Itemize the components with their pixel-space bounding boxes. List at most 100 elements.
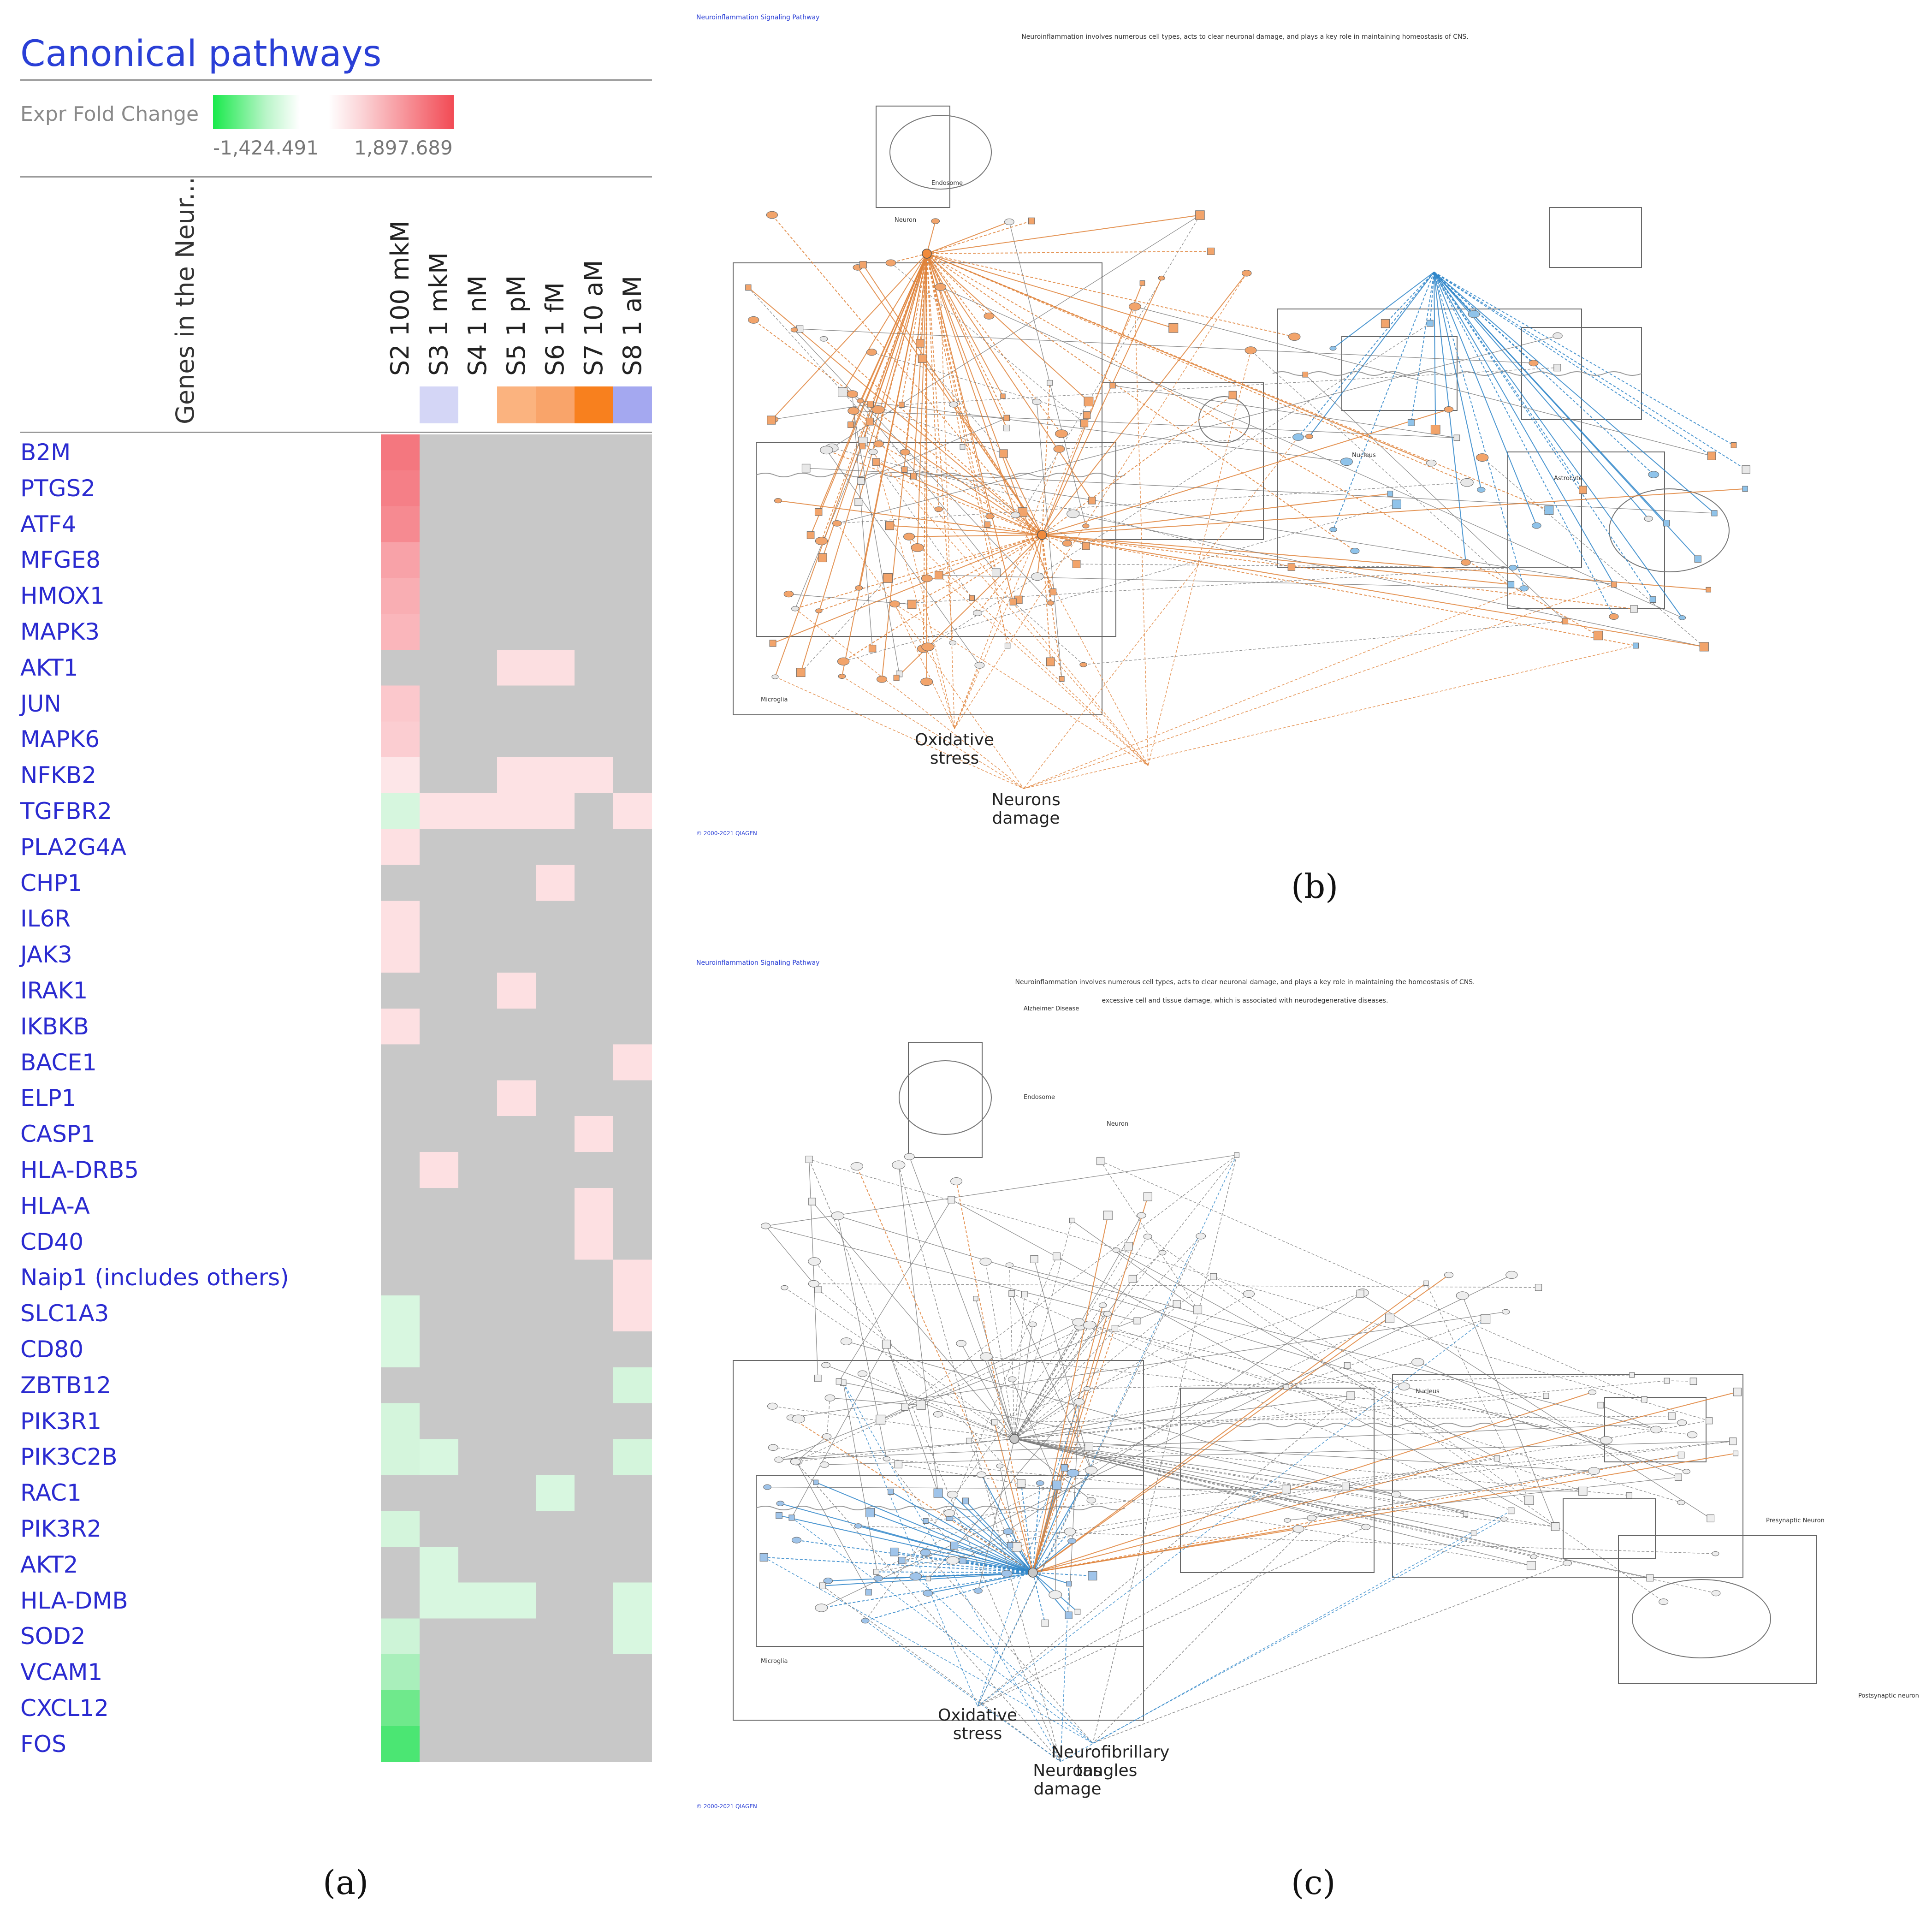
heatmap-cell bbox=[536, 865, 575, 901]
gene-label[interactable]: CD80 bbox=[20, 1336, 84, 1363]
pathway-node bbox=[1626, 1492, 1632, 1499]
gene-label[interactable]: PLA2G4A bbox=[20, 833, 126, 861]
gene-label[interactable]: PTGS2 bbox=[20, 475, 95, 502]
gene-label[interactable]: RAC1 bbox=[20, 1479, 82, 1507]
pathway-node bbox=[918, 354, 927, 363]
pathway-node bbox=[1036, 1480, 1044, 1486]
heatmap-cell bbox=[497, 865, 536, 901]
heatmap-cell bbox=[613, 1690, 652, 1727]
pathway-node bbox=[808, 1198, 816, 1205]
heatmap-cell bbox=[381, 506, 420, 542]
pathway-node bbox=[1302, 371, 1309, 378]
pathway-node bbox=[790, 327, 798, 333]
compartment-box bbox=[876, 106, 950, 208]
pathway-edge bbox=[1023, 584, 1614, 789]
pathway-edge bbox=[880, 1322, 1079, 1420]
pathway-node bbox=[1305, 433, 1313, 439]
gene-label[interactable]: VCAM1 bbox=[20, 1659, 103, 1686]
gene-label[interactable]: TGFBR2 bbox=[20, 798, 112, 825]
gene-label[interactable]: PIK3C2B bbox=[20, 1443, 118, 1471]
pathway-node bbox=[871, 405, 885, 414]
pathway-node bbox=[1629, 1372, 1635, 1378]
pathway-node bbox=[776, 1501, 785, 1507]
gene-label[interactable]: IL6R bbox=[20, 905, 71, 932]
pathway-node bbox=[808, 1280, 819, 1288]
pathway-node bbox=[1103, 1311, 1112, 1317]
pathway-node bbox=[1494, 1455, 1500, 1462]
heatmap-cell bbox=[575, 614, 613, 650]
heatmap-cell bbox=[536, 649, 575, 686]
pathway-edge bbox=[895, 567, 1513, 605]
pathway-edge bbox=[1087, 1374, 1632, 1389]
pathway-edge bbox=[1434, 272, 1734, 446]
gene-label[interactable]: HLA-DRB5 bbox=[20, 1157, 139, 1183]
network-c-footer: © 2000-2021 QIAGEN bbox=[696, 1803, 757, 1810]
pathway-edge bbox=[1385, 272, 1434, 324]
gene-label[interactable]: HLA-A bbox=[20, 1192, 90, 1219]
heatmap-cell bbox=[536, 1044, 575, 1081]
heatmap-cell bbox=[613, 649, 652, 686]
heatmap-cell bbox=[575, 865, 613, 901]
gene-label[interactable]: NFKB2 bbox=[20, 762, 97, 789]
gene-label[interactable]: CXCL12 bbox=[20, 1695, 109, 1722]
heatmap-cell bbox=[458, 973, 497, 1009]
pathway-edge bbox=[1434, 272, 1712, 457]
gene-label[interactable]: PIK3R2 bbox=[20, 1515, 102, 1542]
gene-label[interactable]: SLC1A3 bbox=[20, 1300, 109, 1327]
gene-label[interactable]: B2M bbox=[20, 439, 71, 466]
gene-label[interactable]: CHP1 bbox=[20, 869, 83, 897]
pathway-edge bbox=[765, 1225, 1138, 1321]
pathway-edge bbox=[826, 450, 980, 665]
pathway-node bbox=[1001, 1570, 1013, 1578]
gene-label[interactable]: ATF4 bbox=[20, 511, 77, 538]
gene-label[interactable]: PIK3R1 bbox=[20, 1407, 102, 1435]
heatmap-cell bbox=[575, 1403, 613, 1439]
compartment-box bbox=[733, 262, 1102, 715]
pathway-edge bbox=[1023, 645, 1636, 789]
gene-label[interactable]: AKT2 bbox=[20, 1551, 78, 1578]
gene-label[interactable]: HLA-DMB bbox=[20, 1587, 128, 1614]
pathway-node bbox=[966, 1437, 972, 1444]
pathway-edge bbox=[898, 1464, 1531, 1566]
gene-label[interactable]: JAK3 bbox=[20, 941, 72, 968]
pathway-edge bbox=[977, 534, 1043, 613]
gene-label[interactable]: MAPK3 bbox=[20, 618, 100, 645]
pathway-node bbox=[783, 590, 794, 598]
heatmap-cell bbox=[536, 1116, 575, 1152]
pathway-edge bbox=[1060, 1510, 1511, 1762]
gene-label[interactable]: JUN bbox=[20, 690, 61, 717]
gene-label[interactable]: Naip1 (includes others) bbox=[20, 1264, 289, 1291]
heatmap-cell bbox=[613, 1152, 652, 1188]
heatmap-cell bbox=[613, 1546, 652, 1583]
gene-label[interactable]: HMOX1 bbox=[20, 582, 105, 610]
pathway-node bbox=[888, 1488, 894, 1495]
gene-label[interactable]: FOS bbox=[20, 1730, 66, 1758]
pathway-node bbox=[1481, 1314, 1491, 1324]
pathway-node bbox=[1507, 581, 1515, 588]
pathway-edge bbox=[994, 1422, 1033, 1573]
pathway-edge bbox=[791, 1517, 1093, 1744]
pathway-node bbox=[1137, 1212, 1146, 1219]
pathway-node bbox=[1731, 442, 1737, 448]
gene-label[interactable]: CASP1 bbox=[20, 1121, 95, 1148]
pathway-node bbox=[1128, 302, 1141, 311]
pathway-node bbox=[748, 316, 759, 324]
pathway-edge bbox=[1434, 272, 1466, 563]
gene-label[interactable]: SOD2 bbox=[20, 1623, 86, 1650]
gene-label[interactable]: IKBKB bbox=[20, 1013, 89, 1040]
gene-label[interactable]: MAPK6 bbox=[20, 726, 100, 753]
pathway-node bbox=[859, 261, 867, 268]
heatmap-cell bbox=[613, 1295, 652, 1332]
gene-label[interactable]: CD40 bbox=[20, 1228, 84, 1255]
gene-label[interactable]: BACE1 bbox=[20, 1049, 97, 1076]
pathway-node bbox=[1468, 310, 1480, 318]
heatmap-cell bbox=[613, 721, 652, 758]
gene-label[interactable]: MFGE8 bbox=[20, 546, 101, 574]
pathway-node bbox=[1649, 596, 1656, 603]
gene-label[interactable]: IRAK1 bbox=[20, 977, 88, 1004]
gene-label[interactable]: ZBTB12 bbox=[20, 1372, 112, 1399]
gene-label[interactable]: ELP1 bbox=[20, 1085, 77, 1112]
pathway-node bbox=[916, 338, 925, 348]
pathway-edge bbox=[795, 534, 1043, 609]
gene-label[interactable]: AKT1 bbox=[20, 654, 78, 681]
